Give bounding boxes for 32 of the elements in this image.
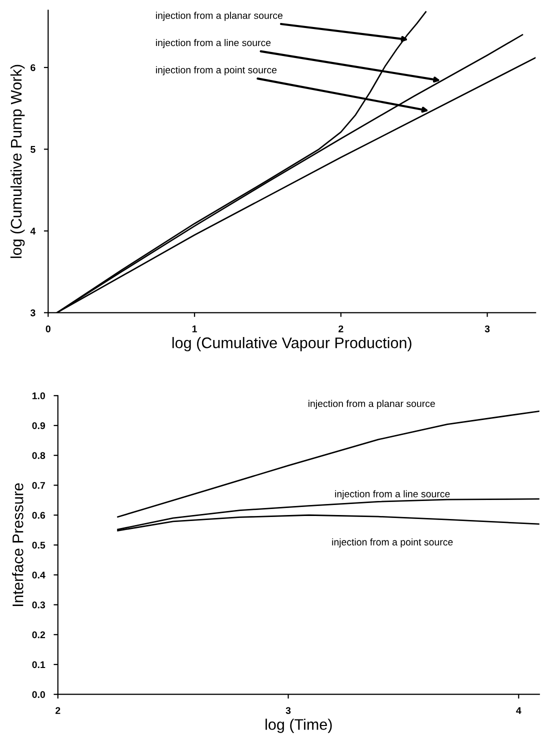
x-tick-label: 2 — [56, 707, 60, 714]
x-tick-label: 3 — [286, 707, 291, 714]
annotation: injection from a line source — [156, 39, 271, 48]
y-axis-title: log (Cumulative Pump Work) — [10, 64, 25, 258]
y-tick-label: 0.5 — [32, 542, 46, 549]
x-axis-title: log (Cumulative Vapour Production) — [172, 337, 412, 352]
y-tick-label: 0.6 — [32, 512, 46, 519]
y-tick-label: 0.2 — [32, 631, 45, 638]
y-tick-label: 0.4 — [32, 572, 46, 578]
y-tick-label: 0.3 — [32, 601, 46, 608]
annotation: injection from a planar source — [156, 12, 282, 21]
y-tick-label: 3 — [30, 309, 36, 316]
series-label: injection from a point source — [332, 538, 453, 548]
x-tick-label: 4 — [516, 707, 522, 714]
series-label: injection from a line source — [335, 490, 450, 500]
y-tick-label: 1.0 — [32, 392, 45, 400]
y-tick-label: 0.8 — [32, 452, 46, 459]
x-tick-label: 0 — [46, 325, 50, 332]
y-axis-title: Interface Pressure — [12, 483, 24, 606]
y-tick-label: 4 — [30, 228, 36, 234]
y-tick-label: 0.9 — [32, 422, 46, 430]
x-tick-label: 3 — [484, 325, 490, 332]
x-tick-label: 2 — [338, 325, 344, 332]
y-tick-label: 0.0 — [32, 691, 45, 698]
y-tick-label: 5 — [30, 146, 36, 153]
x-tick-label: 1 — [192, 326, 197, 332]
y-tick-label: 6 — [30, 64, 36, 72]
series-label: injection from a planar source — [308, 400, 435, 409]
annotation: injection from a point source — [156, 66, 277, 76]
y-tick-label: 0.1 — [32, 661, 46, 668]
y-tick-label: 0.7 — [32, 482, 45, 489]
x-axis-title: log (Time) — [266, 718, 332, 733]
